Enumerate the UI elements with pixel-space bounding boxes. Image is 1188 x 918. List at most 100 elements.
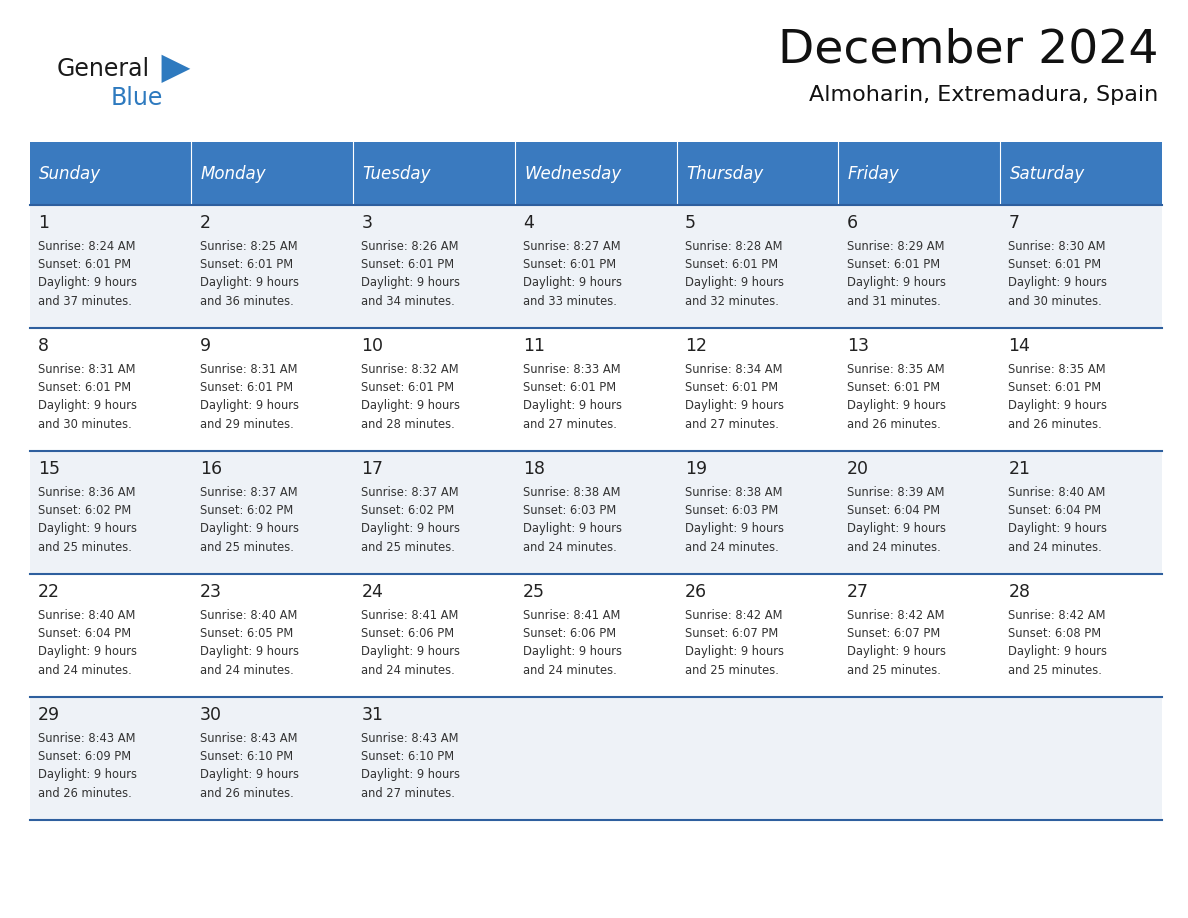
Text: Daylight: 9 hours: Daylight: 9 hours [1009,276,1107,289]
Bar [30,574,1162,697]
Text: Daylight: 9 hours: Daylight: 9 hours [847,276,946,289]
Text: Daylight: 9 hours: Daylight: 9 hours [361,522,461,535]
Text: and 31 minutes.: and 31 minutes. [847,295,941,308]
Text: 19: 19 [685,460,707,478]
Text: Sunrise: 8:31 AM: Sunrise: 8:31 AM [38,363,135,375]
Text: Sunset: 6:05 PM: Sunset: 6:05 PM [200,627,293,640]
Text: Sunset: 6:01 PM: Sunset: 6:01 PM [1009,381,1101,394]
Text: Sunrise: 8:40 AM: Sunrise: 8:40 AM [200,609,297,621]
Text: Sunset: 6:03 PM: Sunset: 6:03 PM [523,504,617,517]
Text: Sunset: 6:04 PM: Sunset: 6:04 PM [1009,504,1101,517]
Text: Sunrise: 8:43 AM: Sunrise: 8:43 AM [38,732,135,744]
Text: and 25 minutes.: and 25 minutes. [685,664,779,677]
Text: 22: 22 [38,583,61,601]
Text: 1: 1 [38,214,49,232]
Text: and 24 minutes.: and 24 minutes. [361,664,455,677]
Text: Sunset: 6:04 PM: Sunset: 6:04 PM [847,504,940,517]
Text: and 24 minutes.: and 24 minutes. [1009,541,1102,554]
Text: Daylight: 9 hours: Daylight: 9 hours [38,399,137,412]
Text: 16: 16 [200,460,222,478]
Text: Sunrise: 8:35 AM: Sunrise: 8:35 AM [1009,363,1106,375]
Text: 31: 31 [361,706,384,724]
Text: and 27 minutes.: and 27 minutes. [523,418,617,431]
Text: Sunrise: 8:25 AM: Sunrise: 8:25 AM [200,240,297,252]
Text: Daylight: 9 hours: Daylight: 9 hours [523,522,623,535]
Text: 23: 23 [200,583,222,601]
Text: Sunrise: 8:29 AM: Sunrise: 8:29 AM [847,240,944,252]
Bar [677,142,839,205]
Text: Sunset: 6:07 PM: Sunset: 6:07 PM [847,627,940,640]
Text: Almoharin, Extremadura, Spain: Almoharin, Extremadura, Spain [809,85,1158,106]
Text: Daylight: 9 hours: Daylight: 9 hours [685,276,784,289]
Text: Blue: Blue [110,86,163,110]
Text: Sunset: 6:08 PM: Sunset: 6:08 PM [1009,627,1101,640]
Text: Sunrise: 8:43 AM: Sunrise: 8:43 AM [361,732,459,744]
Text: 15: 15 [38,460,61,478]
Text: Sunset: 6:04 PM: Sunset: 6:04 PM [38,627,131,640]
Text: Sunset: 6:01 PM: Sunset: 6:01 PM [361,258,455,271]
Text: Sunrise: 8:26 AM: Sunrise: 8:26 AM [361,240,459,252]
Text: 24: 24 [361,583,384,601]
Text: Daylight: 9 hours: Daylight: 9 hours [523,399,623,412]
Text: Sunrise: 8:32 AM: Sunrise: 8:32 AM [361,363,459,375]
Text: and 24 minutes.: and 24 minutes. [523,664,617,677]
Text: and 27 minutes.: and 27 minutes. [361,787,455,800]
Text: Sunrise: 8:37 AM: Sunrise: 8:37 AM [200,486,297,498]
Text: Sunrise: 8:43 AM: Sunrise: 8:43 AM [200,732,297,744]
Text: and 36 minutes.: and 36 minutes. [200,295,293,308]
Text: Sunset: 6:01 PM: Sunset: 6:01 PM [847,381,940,394]
Text: Daylight: 9 hours: Daylight: 9 hours [1009,399,1107,412]
Text: Sunrise: 8:36 AM: Sunrise: 8:36 AM [38,486,135,498]
Text: Sunset: 6:01 PM: Sunset: 6:01 PM [685,258,778,271]
Text: Sunset: 6:02 PM: Sunset: 6:02 PM [38,504,131,517]
Text: 30: 30 [200,706,222,724]
Text: 2: 2 [200,214,210,232]
Text: Daylight: 9 hours: Daylight: 9 hours [38,645,137,658]
Bar [514,142,677,205]
Text: Sunday: Sunday [39,164,101,183]
Text: 10: 10 [361,337,384,355]
Text: and 25 minutes.: and 25 minutes. [1009,664,1102,677]
Text: Daylight: 9 hours: Daylight: 9 hours [523,276,623,289]
Text: 8: 8 [38,337,49,355]
Text: Sunset: 6:06 PM: Sunset: 6:06 PM [523,627,617,640]
Text: Sunset: 6:09 PM: Sunset: 6:09 PM [38,750,131,763]
Text: Sunset: 6:01 PM: Sunset: 6:01 PM [1009,258,1101,271]
Text: Sunrise: 8:41 AM: Sunrise: 8:41 AM [361,609,459,621]
Text: Sunset: 6:01 PM: Sunset: 6:01 PM [361,381,455,394]
Text: and 26 minutes.: and 26 minutes. [1009,418,1102,431]
Text: Daylight: 9 hours: Daylight: 9 hours [38,522,137,535]
Text: Daylight: 9 hours: Daylight: 9 hours [685,399,784,412]
Text: Daylight: 9 hours: Daylight: 9 hours [847,645,946,658]
Text: and 25 minutes.: and 25 minutes. [847,664,941,677]
Bar [839,142,1000,205]
Bar [30,205,1162,328]
Text: Sunrise: 8:24 AM: Sunrise: 8:24 AM [38,240,135,252]
Text: and 24 minutes.: and 24 minutes. [38,664,132,677]
Text: 11: 11 [523,337,545,355]
Text: Monday: Monday [201,164,266,183]
Text: Daylight: 9 hours: Daylight: 9 hours [685,522,784,535]
Text: Saturday: Saturday [1010,164,1085,183]
Text: and 25 minutes.: and 25 minutes. [200,541,293,554]
Bar [30,328,1162,451]
Text: Sunrise: 8:31 AM: Sunrise: 8:31 AM [200,363,297,375]
Text: Daylight: 9 hours: Daylight: 9 hours [847,522,946,535]
Text: Sunset: 6:01 PM: Sunset: 6:01 PM [38,381,131,394]
Text: 20: 20 [847,460,868,478]
Bar [353,142,514,205]
Text: Tuesday: Tuesday [362,164,431,183]
Text: Sunrise: 8:39 AM: Sunrise: 8:39 AM [847,486,944,498]
Text: and 29 minutes.: and 29 minutes. [200,418,293,431]
Text: 5: 5 [685,214,696,232]
Bar [30,697,1162,820]
Text: and 27 minutes.: and 27 minutes. [685,418,779,431]
Text: Sunrise: 8:38 AM: Sunrise: 8:38 AM [523,486,620,498]
Text: and 26 minutes.: and 26 minutes. [847,418,941,431]
Text: 25: 25 [523,583,545,601]
Text: and 26 minutes.: and 26 minutes. [38,787,132,800]
Text: Sunrise: 8:41 AM: Sunrise: 8:41 AM [523,609,620,621]
Text: Sunrise: 8:27 AM: Sunrise: 8:27 AM [523,240,621,252]
Text: 21: 21 [1009,460,1030,478]
Text: and 26 minutes.: and 26 minutes. [200,787,293,800]
